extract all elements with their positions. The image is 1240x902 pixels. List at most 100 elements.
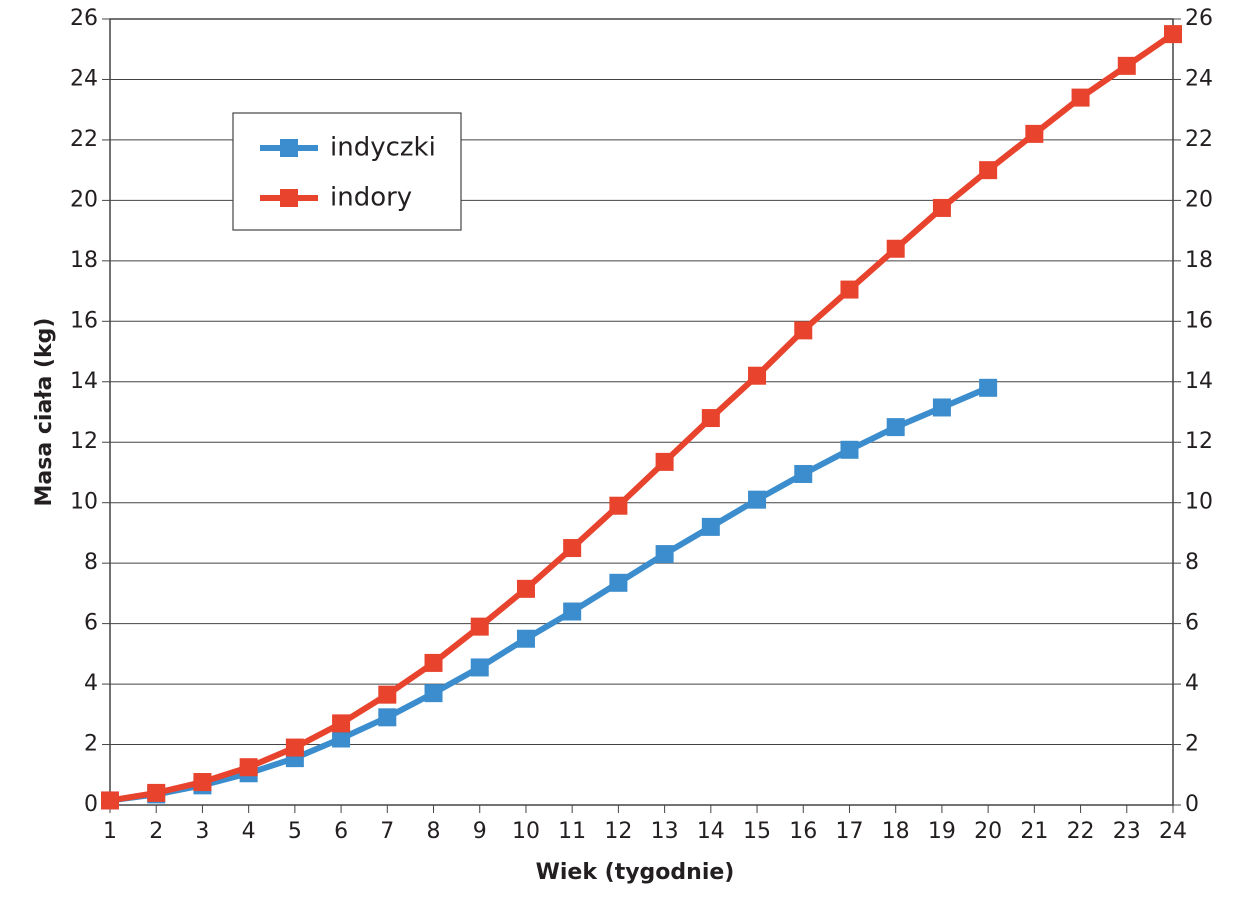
marker [1071, 88, 1090, 107]
legend-box [232, 112, 462, 231]
y-tick-label-right: 14 [1185, 369, 1213, 394]
y-tick-label: 18 [70, 248, 98, 273]
x-tick-label: 18 [882, 819, 910, 844]
y-tick-label-right: 10 [1185, 490, 1213, 515]
x-tick-label: 22 [1067, 819, 1095, 844]
marker [886, 239, 905, 258]
x-tick-label: 9 [473, 819, 487, 844]
marker [516, 579, 535, 598]
marker [979, 378, 998, 397]
marker [563, 539, 582, 558]
marker [979, 161, 998, 180]
marker [563, 602, 582, 621]
y-tick-label: 20 [70, 187, 98, 212]
x-tick-label: 10 [512, 819, 540, 844]
y-tick-label-right: 2 [1185, 732, 1199, 757]
marker [840, 280, 859, 299]
marker [886, 418, 905, 437]
marker [701, 409, 720, 428]
marker [1025, 124, 1044, 143]
y-tick-label: 24 [70, 66, 98, 91]
y-tick-label-right: 0 [1185, 792, 1199, 817]
y-tick-label-right: 16 [1185, 308, 1213, 333]
y-tick-label: 14 [70, 369, 98, 394]
marker [239, 758, 258, 777]
y-tick-label: 0 [84, 792, 98, 817]
marker [470, 617, 489, 636]
y-tick-label: 6 [84, 611, 98, 636]
marker [1164, 25, 1182, 44]
marker [378, 685, 397, 704]
marker [655, 452, 674, 471]
y-tick-label-right: 4 [1185, 671, 1199, 696]
x-tick-label: 24 [1159, 819, 1187, 844]
x-tick-label: 23 [1113, 819, 1141, 844]
x-tick-label: 16 [789, 819, 817, 844]
y-tick-label: 16 [70, 308, 98, 333]
y-tick-label-right: 22 [1185, 127, 1213, 152]
marker [932, 398, 951, 417]
marker [285, 738, 304, 757]
x-tick-label: 21 [1020, 819, 1048, 844]
y-tick-label-right: 20 [1185, 187, 1213, 212]
y-tick-label: 4 [84, 671, 98, 696]
legend-label: indory [330, 183, 412, 213]
marker [609, 573, 628, 592]
marker [794, 321, 813, 340]
marker [378, 708, 397, 727]
marker [655, 545, 674, 564]
plot-frame [109, 18, 1174, 806]
marker [470, 658, 489, 677]
x-tick-label: 2 [149, 819, 163, 844]
marker [932, 198, 951, 217]
marker [332, 729, 351, 748]
x-axis-title: Wiek (tygodnie) [536, 860, 735, 885]
marker [147, 783, 166, 802]
marker [424, 684, 443, 703]
y-tick-label: 10 [70, 490, 98, 515]
y-tick-label: 22 [70, 127, 98, 152]
marker [516, 629, 535, 648]
legend-marker [280, 139, 298, 157]
y-tick-label: 26 [70, 6, 98, 31]
x-tick-label: 14 [697, 819, 725, 844]
y-tick-label: 2 [84, 732, 98, 757]
x-tick-label: 1 [103, 819, 117, 844]
x-tick-label: 17 [835, 819, 863, 844]
x-tick-label: 5 [288, 819, 302, 844]
legend-marker [280, 189, 298, 207]
marker [609, 496, 628, 515]
marker [332, 714, 351, 733]
marker [101, 791, 119, 810]
x-tick-label: 15 [743, 819, 771, 844]
x-tick-label: 13 [651, 819, 679, 844]
x-tick-label: 6 [334, 819, 348, 844]
marker [794, 464, 813, 483]
x-tick-label: 20 [974, 819, 1002, 844]
y-tick-label-right: 6 [1185, 611, 1199, 636]
y-axis-title: Masa ciała (kg) [32, 318, 57, 507]
y-tick-label: 8 [84, 550, 98, 575]
x-tick-label: 4 [242, 819, 256, 844]
legend-label: indyczki [330, 133, 436, 163]
x-tick-label: 3 [195, 819, 209, 844]
y-tick-label-right: 24 [1185, 66, 1213, 91]
x-tick-label: 11 [558, 819, 586, 844]
marker [701, 517, 720, 536]
x-tick-label: 7 [380, 819, 394, 844]
x-tick-label: 19 [928, 819, 956, 844]
y-tick-label: 12 [70, 429, 98, 454]
x-tick-label: 12 [604, 819, 632, 844]
y-tick-label-right: 8 [1185, 550, 1199, 575]
marker [748, 490, 767, 509]
y-tick-label-right: 12 [1185, 429, 1213, 454]
marker [193, 773, 212, 792]
marker [840, 440, 859, 459]
marker [1117, 56, 1136, 75]
marker [748, 366, 767, 385]
marker [424, 653, 443, 672]
y-tick-label-right: 26 [1185, 6, 1213, 31]
y-tick-label-right: 18 [1185, 248, 1213, 273]
x-tick-label: 8 [427, 819, 441, 844]
